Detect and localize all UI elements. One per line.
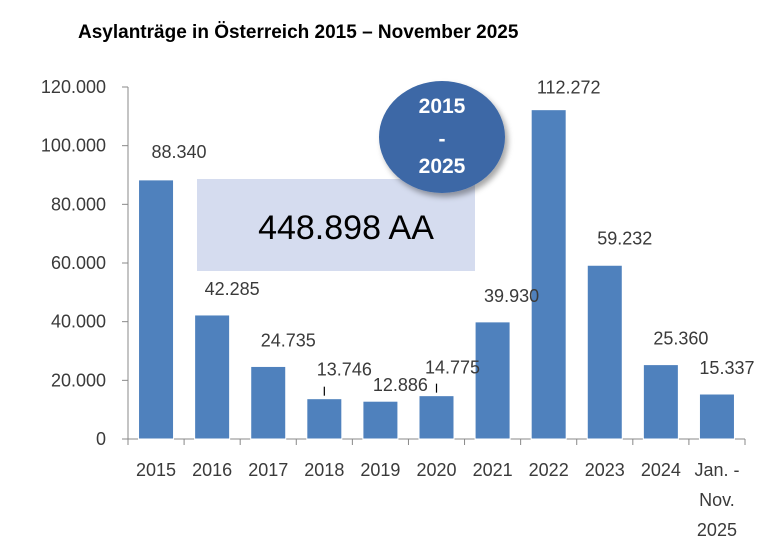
badge-line: 2015 bbox=[419, 95, 466, 118]
y-tick-label: 0 bbox=[96, 429, 106, 449]
chart-title: Asylanträge in Österreich 2015 – Novembe… bbox=[78, 22, 519, 43]
x-tick-label: 2019 bbox=[360, 460, 400, 480]
y-tick-label: 40.000 bbox=[51, 312, 106, 332]
x-tick-label: 2015 bbox=[136, 460, 176, 480]
bar bbox=[250, 365, 287, 440]
data-label: 39.930 bbox=[484, 286, 539, 306]
data-label: 15.337 bbox=[699, 358, 754, 378]
x-tick-label: 2017 bbox=[248, 460, 288, 480]
bar bbox=[586, 264, 623, 440]
x-tick-label: 2023 bbox=[585, 460, 625, 480]
bar bbox=[530, 109, 567, 440]
x-tick-label: 2016 bbox=[192, 460, 232, 480]
x-tick-label: 2020 bbox=[416, 460, 456, 480]
data-label: 59.232 bbox=[597, 228, 652, 248]
data-label: 25.360 bbox=[653, 329, 708, 349]
badge-line: - bbox=[439, 128, 446, 151]
x-tick-label: Jan. -Nov. 2025 bbox=[694, 460, 739, 540]
y-tick-label: 100.000 bbox=[41, 136, 106, 156]
data-label: 14.775 bbox=[425, 358, 480, 378]
y-tick-label: 60.000 bbox=[51, 253, 106, 273]
data-label: 42.285 bbox=[205, 279, 260, 299]
bar bbox=[194, 314, 231, 440]
badge-line: 2025 bbox=[419, 155, 466, 178]
y-tick-label: 120.000 bbox=[41, 77, 106, 97]
year-range-badge bbox=[379, 81, 505, 193]
data-label: 112.272 bbox=[537, 78, 601, 98]
data-label: 12.886 bbox=[373, 375, 428, 395]
data-label: 24.735 bbox=[261, 330, 316, 350]
x-tick-label: 2022 bbox=[529, 460, 569, 480]
total-label: 448.898 AA bbox=[258, 209, 434, 247]
data-label: 88.340 bbox=[152, 142, 207, 162]
bar bbox=[362, 400, 399, 440]
bar bbox=[418, 395, 455, 440]
x-tick-label: 2018 bbox=[304, 460, 344, 480]
bar bbox=[138, 179, 175, 440]
y-tick-label: 20.000 bbox=[51, 370, 106, 390]
bar bbox=[642, 364, 679, 440]
total-box bbox=[197, 179, 475, 271]
x-axis: 2015 2016 2017 2018 2019 2020 2021 2022 2023 2024… bbox=[127, 438, 746, 540]
x-tick-label: 2021 bbox=[473, 460, 513, 480]
x-tick-label: 2024 bbox=[641, 460, 681, 480]
bar bbox=[474, 321, 511, 440]
bar bbox=[306, 398, 343, 440]
y-axis: 0 20.000 40.000 60.000 80.000 100.000 120.000 bbox=[41, 77, 129, 449]
y-tick-label: 80.000 bbox=[51, 194, 106, 214]
data-label: 13.746 bbox=[317, 360, 372, 380]
bar bbox=[698, 393, 735, 440]
badge-text: 2015 - 2025 bbox=[419, 95, 466, 178]
bars bbox=[138, 109, 735, 440]
